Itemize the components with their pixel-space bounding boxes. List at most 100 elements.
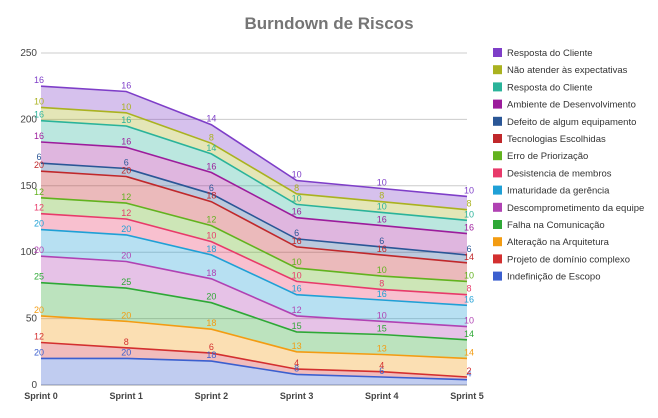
y-tick-label: 250 [20, 48, 37, 59]
data-label: 10 [464, 316, 474, 326]
series-area [41, 120, 467, 234]
data-label: 6 [466, 244, 471, 254]
data-label: 15 [292, 321, 302, 331]
legend-label: Indefinição de Escopo [507, 272, 600, 283]
y-tick-label: 200 [20, 114, 37, 125]
data-label: 16 [292, 236, 302, 246]
data-label: 20 [34, 305, 44, 315]
data-label: 16 [34, 110, 44, 120]
series-area [41, 213, 467, 306]
data-label: 12 [34, 332, 44, 342]
series-area [41, 229, 467, 327]
data-label: 10 [464, 185, 474, 195]
data-label: 6 [36, 152, 41, 162]
legend-swatch [493, 134, 502, 143]
series-line [40, 281, 468, 341]
data-label: 10 [34, 96, 44, 106]
data-label: 8 [379, 278, 384, 288]
series-line [40, 255, 468, 328]
data-label: 14 [464, 252, 474, 262]
legend-swatch [493, 202, 502, 212]
data-label: 10 [377, 265, 387, 275]
data-label: 14 [206, 114, 216, 124]
data-label: 6 [294, 228, 299, 238]
legend-swatch [493, 82, 502, 92]
data-label: 10 [377, 310, 387, 320]
data-label: 12 [121, 192, 131, 202]
data-label: 8 [124, 337, 129, 347]
data-label: 12 [292, 305, 302, 315]
data-label: 8 [466, 284, 471, 294]
data-label: 15 [377, 324, 387, 334]
legend-label: Resposta do Cliente [507, 48, 593, 59]
legend-swatch [493, 65, 502, 75]
series-line [40, 341, 468, 378]
series-area [41, 142, 467, 255]
x-tick-label: Sprint 1 [109, 391, 143, 401]
data-label: 16 [377, 244, 387, 254]
data-label: 8 [294, 183, 299, 193]
data-label: 13 [377, 343, 387, 353]
x-tick-label: Sprint 2 [195, 391, 229, 401]
data-label: 25 [34, 272, 44, 282]
data-label: 16 [292, 207, 302, 217]
series-line [40, 162, 468, 256]
data-label: 10 [206, 231, 216, 241]
data-label: 16 [121, 115, 131, 125]
series-area [41, 358, 467, 385]
legend-swatch [493, 237, 502, 247]
data-label: 20 [206, 292, 216, 302]
series-line [40, 228, 468, 307]
data-label: 2 [466, 366, 471, 376]
series-area [41, 315, 467, 377]
legend-swatch [493, 99, 502, 109]
data-label: 12 [34, 203, 44, 213]
legend-swatch [493, 220, 502, 229]
series-line [40, 170, 468, 264]
data-label: 6 [209, 342, 214, 352]
series-area [41, 171, 467, 282]
legend-label: Descomprometimento da equipe [507, 203, 644, 214]
data-label: 20 [121, 224, 131, 234]
x-tick-label: Sprint 0 [24, 391, 58, 401]
legend-swatch [493, 254, 502, 264]
legend-label: Projeto de domínio complexo [507, 254, 630, 265]
data-label: 14 [464, 347, 474, 357]
data-label: 16 [121, 81, 131, 91]
data-label: 25 [121, 277, 131, 287]
data-label: 18 [206, 318, 216, 328]
series-area [41, 107, 467, 221]
data-label: 8 [209, 132, 214, 142]
legend-label: Ambiente de Desenvolvimento [507, 100, 636, 111]
legend-swatch [493, 48, 502, 57]
data-label: 4 [294, 358, 299, 368]
data-label: 8 [466, 199, 471, 209]
data-label: 14 [206, 143, 216, 153]
legend-label: Desistencia de membros [507, 168, 612, 179]
data-label: 16 [464, 223, 474, 233]
data-label: 16 [34, 75, 44, 85]
legend-swatch [493, 271, 502, 281]
series-area [41, 86, 467, 210]
series-area [41, 197, 467, 295]
data-label: 14 [464, 329, 474, 339]
data-label: 6 [124, 158, 129, 168]
legend-label: Tecnologias Escolhidas [507, 134, 606, 145]
data-label: 20 [34, 347, 44, 357]
data-label: 10 [121, 102, 131, 112]
y-tick-label: 0 [31, 380, 37, 391]
x-tick-label: Sprint 3 [280, 391, 314, 401]
legend-label: Falha na Comunicação [507, 220, 605, 231]
data-label: 8 [294, 363, 299, 373]
x-tick-label: Sprint 4 [365, 391, 399, 401]
legend-swatch [493, 151, 502, 161]
data-label: 10 [292, 270, 302, 280]
legend-label: Defeito de algum equipamento [507, 117, 636, 128]
y-tick-label: 150 [20, 181, 37, 192]
legend-label: Erro de Priorização [507, 151, 588, 162]
data-label: 16 [121, 136, 131, 146]
data-label: 12 [34, 187, 44, 197]
data-label: 10 [292, 257, 302, 267]
